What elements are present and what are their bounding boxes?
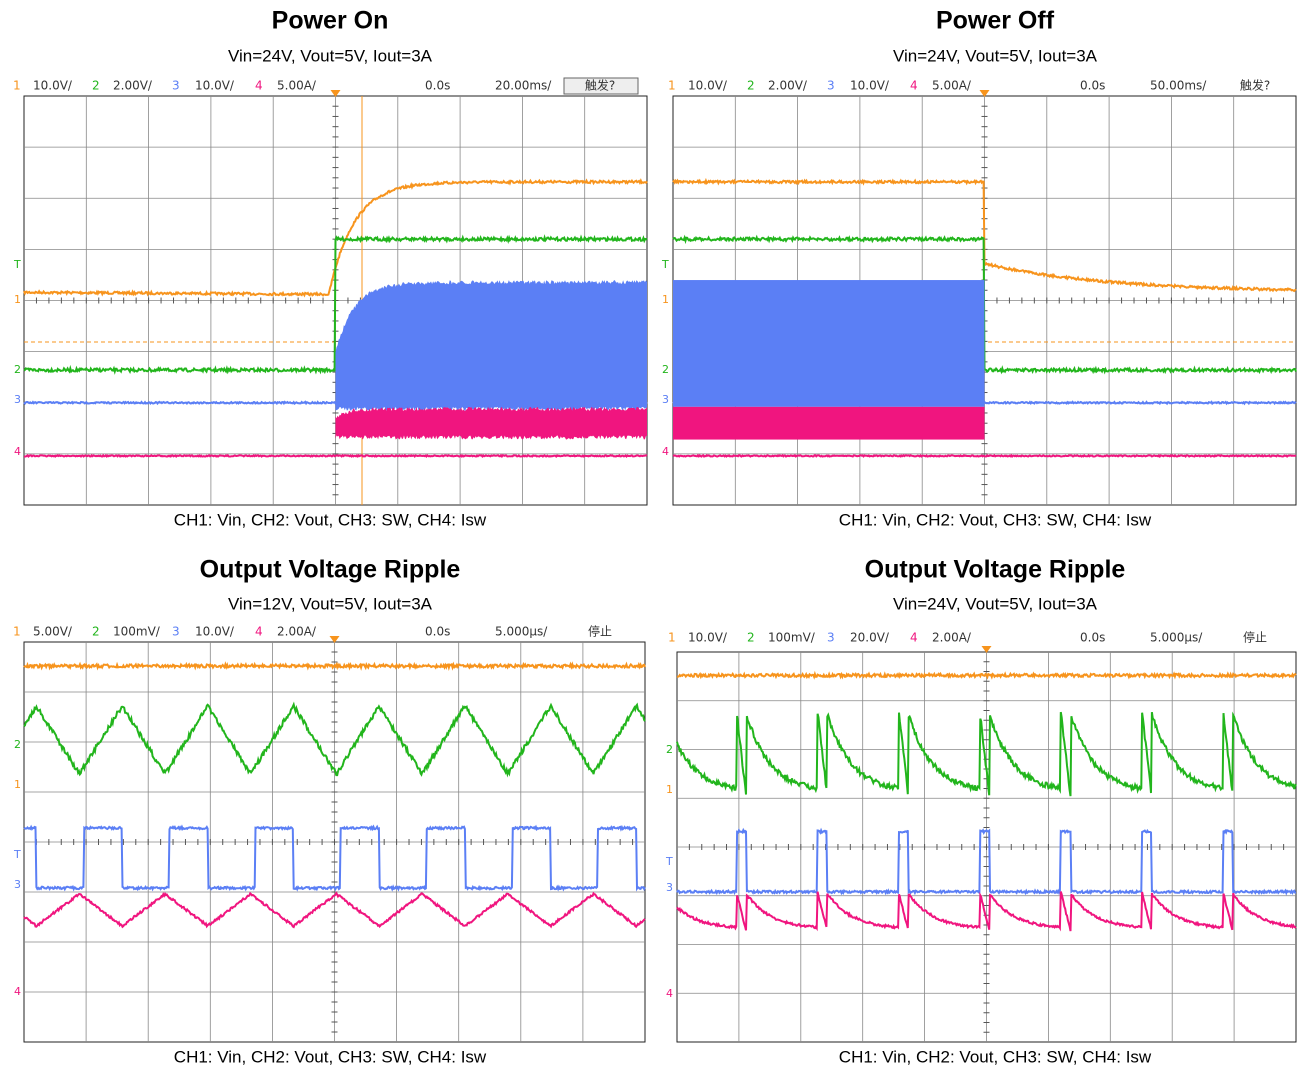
channel-id: 2 [747,79,755,93]
channel-scale: 2.00A/ [277,625,317,639]
channel-scale: 2.00V/ [768,79,808,93]
channel-id: 2 [92,625,100,639]
channel-id: 4 [910,79,918,93]
panel-subtitle: Vin=24V, Vout=5V, Iout=3A [893,594,1098,613]
ch2-trace [23,234,648,375]
channel-scale: 10.0V/ [195,79,235,93]
channel-id: 1 [668,79,676,93]
trigger-pointer [330,90,341,97]
channel-scale: 10.0V/ [195,625,235,639]
channel-marker: 1 [662,293,669,306]
channel-marker: 3 [14,878,21,891]
channel-scale: 2.00A/ [932,631,972,645]
channel-id: 4 [910,631,918,645]
channel-id: 3 [827,631,835,645]
channel-marker: 3 [666,881,673,894]
channel-id: 4 [255,79,263,93]
channel-marker: T [13,258,21,271]
channel-id: 3 [172,79,180,93]
channel-id: 3 [172,625,180,639]
channel-scale: 5.00V/ [33,625,73,639]
channel-marker: 2 [662,363,669,376]
ch2-trace [23,701,646,778]
channel-id: 4 [255,625,263,639]
trigger-pointer [979,90,990,97]
channel-marker: 2 [14,363,21,376]
ch2-trace [676,711,1297,797]
channel-marker: T [13,848,21,861]
timebase: 20.00ms/ [495,79,552,93]
panel-title: Output Voltage Ripple [200,556,461,584]
panel-subtitle: Vin=24V, Vout=5V, Iout=3A [228,46,433,65]
channel-scale: 10.0V/ [33,79,73,93]
ch4-trace [24,453,648,459]
panel-caption: CH1: Vin, CH2: Vout, CH3: SW, CH4: Isw [839,1047,1152,1066]
channel-marker: T [665,855,673,868]
ch3-band [673,280,985,407]
channel-marker: T [661,258,669,271]
panel-subtitle: Vin=12V, Vout=5V, Iout=3A [228,594,433,613]
ch4-band [335,406,647,440]
channel-marker: 1 [14,778,21,791]
channel-scale: 2.00V/ [113,79,153,93]
panel-title: Power On [272,7,389,35]
time-offset: 0.0s [425,625,450,639]
channel-scale: 10.0V/ [850,79,890,93]
scope-grid [676,651,1297,1043]
channel-marker: 1 [14,293,21,306]
ch3-band [335,280,647,411]
trigger-pointer [329,636,340,643]
panel-caption: CH1: Vin, CH2: Vout, CH3: SW, CH4: Isw [174,510,487,529]
ch1-trace [23,661,646,672]
channel-marker: 4 [14,445,21,458]
channel-marker: 4 [662,445,669,458]
panel-title: Power Off [936,7,1055,35]
channel-id: 2 [92,79,100,93]
channel-id: 1 [13,79,21,93]
scope-grid [23,641,646,1043]
channel-marker: 2 [14,738,21,751]
trigger-pointer [981,646,992,653]
trigger-status: 停止 [1243,630,1267,645]
channel-scale: 5.00A/ [277,79,317,93]
channel-id: 3 [827,79,835,93]
panel-title: Output Voltage Ripple [865,556,1126,584]
panel-caption: CH1: Vin, CH2: Vout, CH3: SW, CH4: Isw [174,1047,487,1066]
channel-marker: 2 [666,743,673,756]
channel-scale: 20.0V/ [850,631,890,645]
channel-marker: 3 [14,393,21,406]
ch4-trace [23,891,646,929]
timebase: 5.000μs/ [1150,631,1203,645]
channel-scale: 10.0V/ [688,79,728,93]
trigger-status: 触发? [585,78,615,93]
channel-marker: 4 [666,987,673,1000]
time-offset: 0.0s [425,79,450,93]
channel-id: 1 [668,631,676,645]
time-offset: 0.0s [1080,79,1105,93]
channel-marker: 1 [666,783,673,796]
status-button [563,77,639,95]
channel-scale: 10.0V/ [688,631,728,645]
ch4-trace [672,453,1297,459]
channel-scale: 100mV/ [113,625,161,639]
ch3-trace [23,824,646,892]
ch4-trace [676,891,1297,932]
timebase: 50.00ms/ [1150,79,1207,93]
panel-subtitle: Vin=24V, Vout=5V, Iout=3A [893,46,1098,65]
ch3-trace [676,827,1296,896]
timebase: 5.000μs/ [495,625,548,639]
channel-scale: 5.00A/ [932,79,972,93]
ch4-band [673,406,985,440]
time-offset: 0.0s [1080,631,1105,645]
ch1-trace [676,670,1297,680]
channel-id: 2 [747,631,755,645]
channel-marker: 3 [662,393,669,406]
channel-id: 1 [13,625,21,639]
channel-marker: 4 [14,985,21,998]
trigger-status: 触发? [1240,78,1270,93]
trigger-status: 停止 [588,624,612,639]
channel-scale: 100mV/ [768,631,816,645]
panel-caption: CH1: Vin, CH2: Vout, CH3: SW, CH4: Isw [839,510,1152,529]
